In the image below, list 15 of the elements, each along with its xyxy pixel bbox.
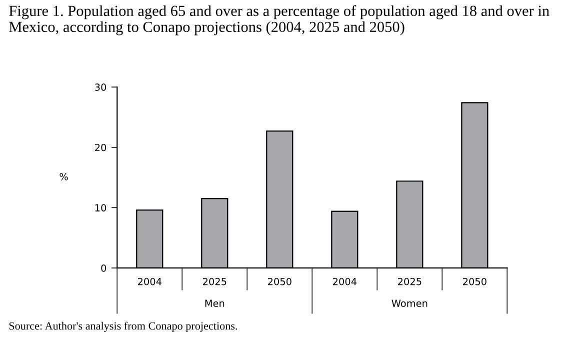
y-tick-label: 20 [95, 144, 106, 152]
source-note: Source: Author's analysis from Conapo projections. [9, 322, 238, 332]
y-tick-label: 30 [95, 84, 106, 91]
x-tick-label: 2025 [202, 278, 226, 286]
y-tick-label: 10 [95, 204, 106, 212]
text: Men [205, 300, 224, 307]
y-tick-label: 0 [101, 264, 106, 272]
x-tick-label: 2004 [138, 278, 162, 286]
x-tick-label: 2050 [268, 278, 292, 286]
text: Women [392, 300, 428, 307]
chart-title: Figure 1. Population aged 65 and over as a percentage of population aged 18 and over in Mexico, according to Conapo projections (2004, 2025 and 2050) [9, 5, 550, 36]
y-axis-title: % [60, 172, 68, 180]
x-tick-label: 2025 [398, 278, 422, 286]
x-tick-label: 2004 [333, 278, 356, 286]
x-tick-label: 2050 [463, 278, 486, 286]
